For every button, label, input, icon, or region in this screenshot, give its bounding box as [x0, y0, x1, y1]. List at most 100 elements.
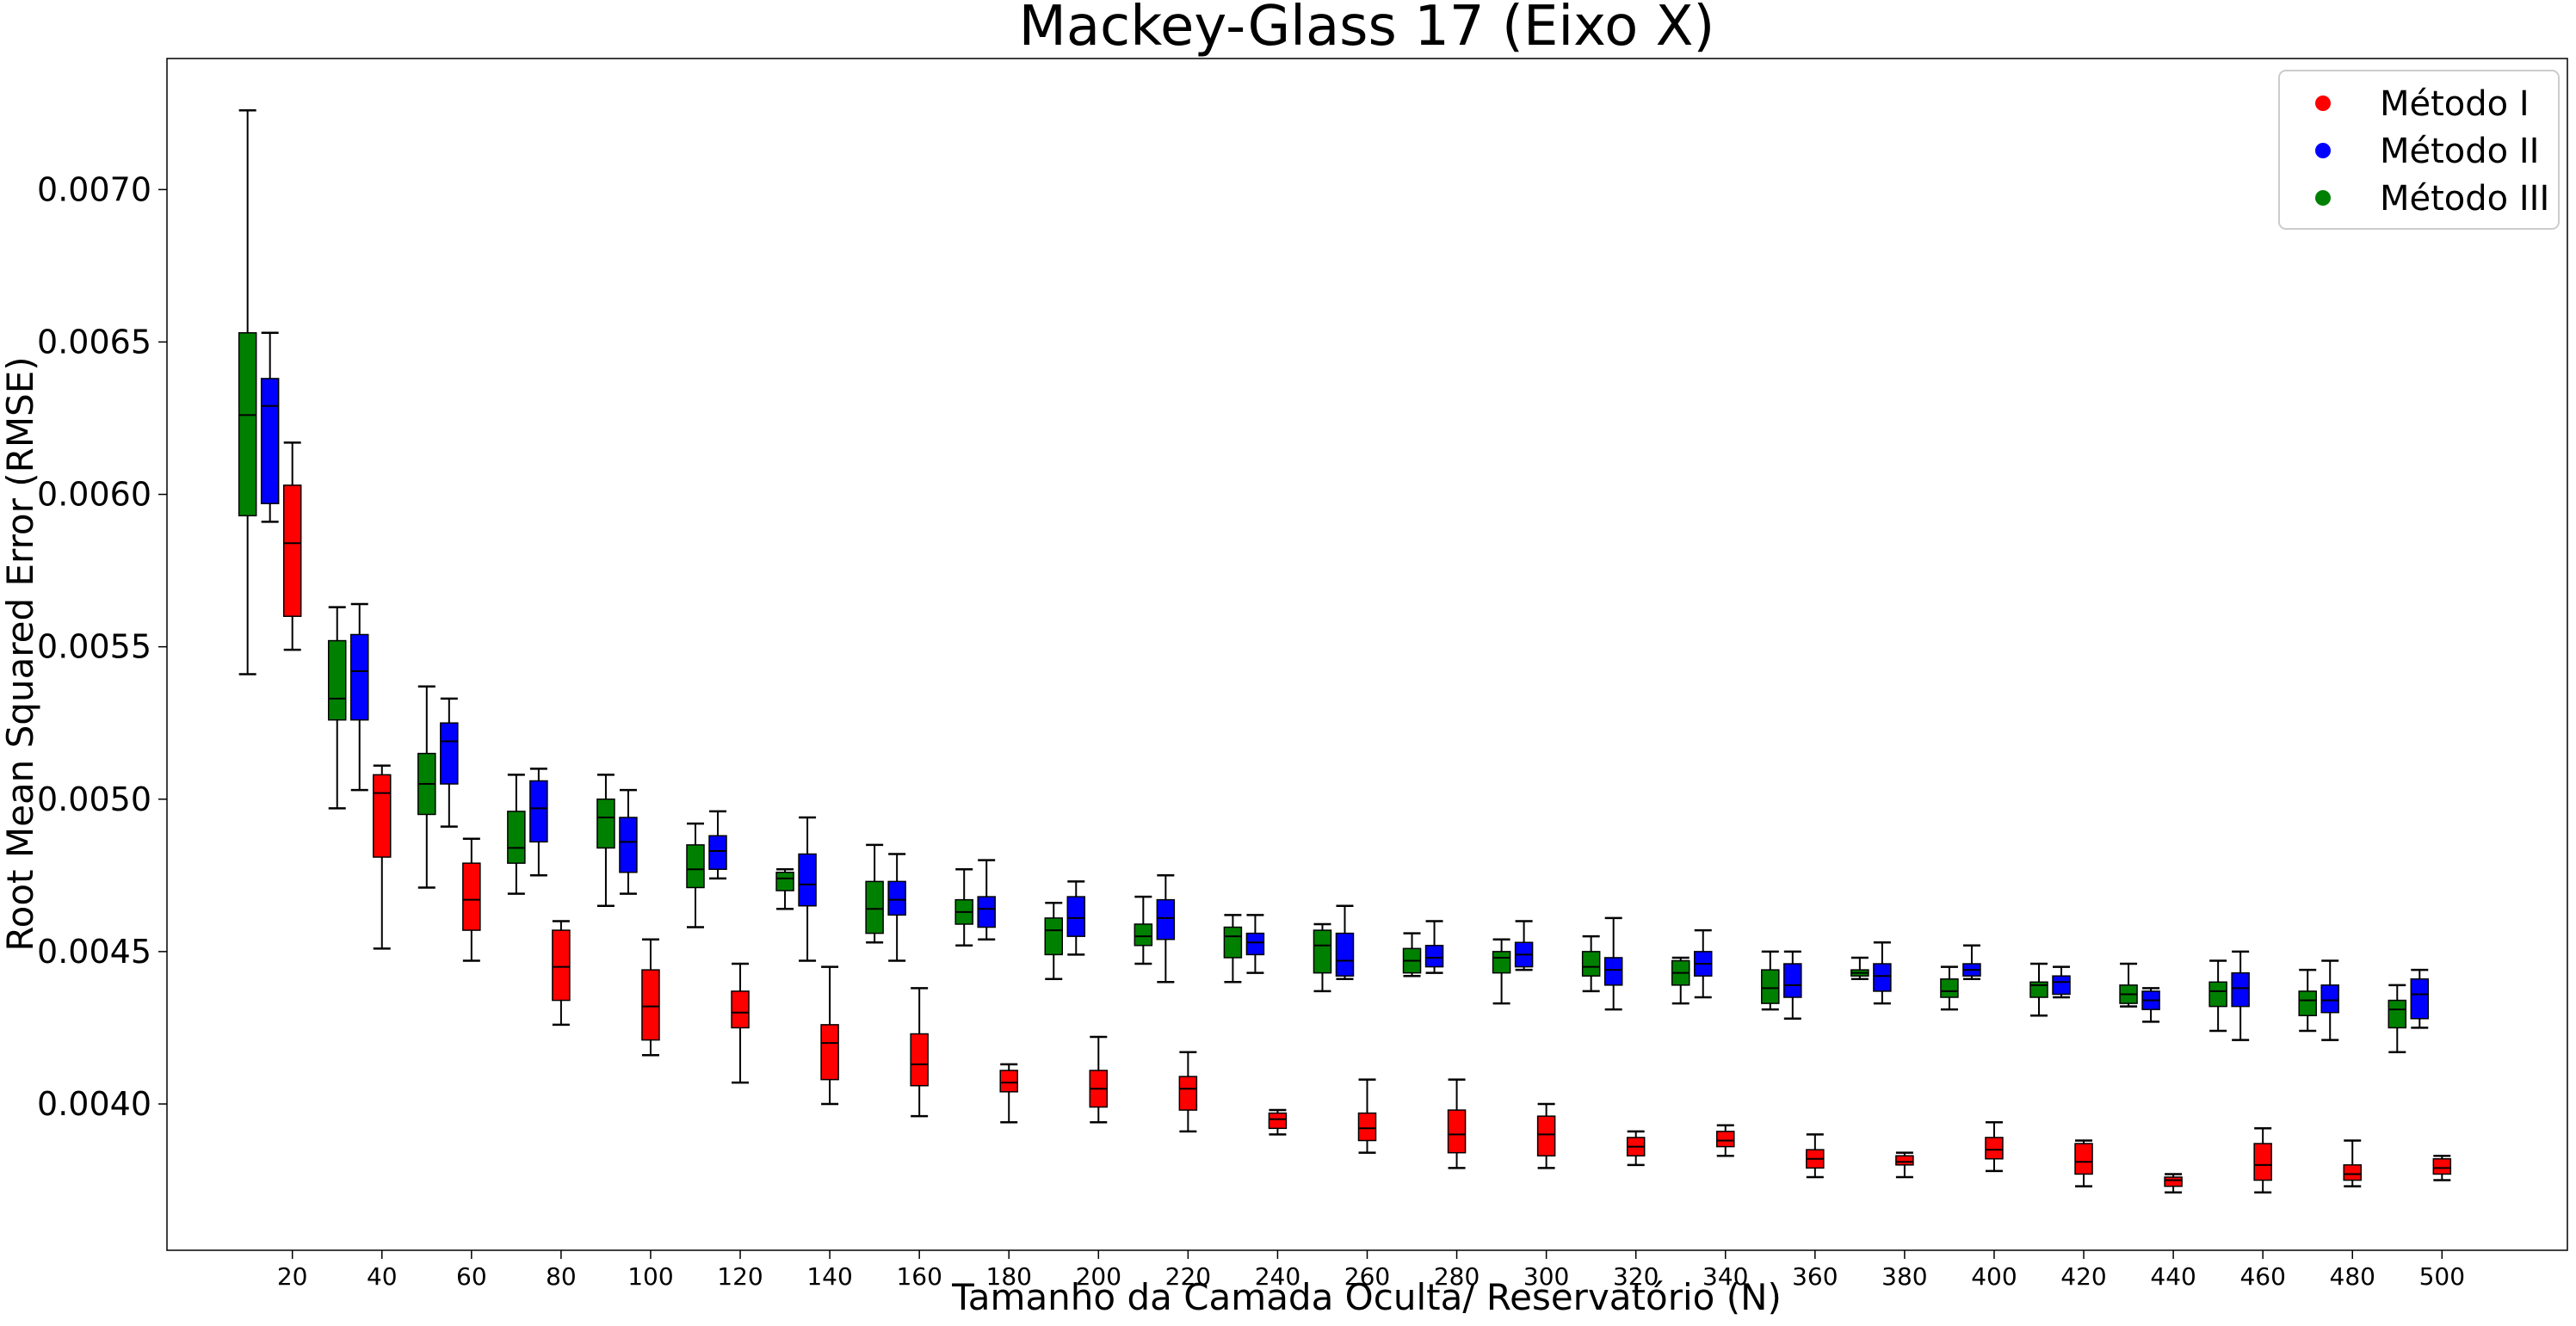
x-axis-label: Tamanho da Camada Oculta/ Reservatório (… [951, 1276, 1782, 1318]
box-body [1044, 917, 1064, 956]
box-método-i-300 [1536, 1102, 1556, 1169]
box-body [1783, 963, 1802, 998]
box-body [373, 774, 392, 858]
box-body [349, 633, 369, 721]
box-método-iii-400 [1940, 965, 1959, 1011]
chart-title: Mackey-Glass 17 (Eixo X) [1019, 0, 1715, 59]
legend-frame [2278, 70, 2560, 230]
box-método-iii-440 [2119, 962, 2138, 1008]
box-body [2074, 1143, 2093, 1175]
box-método-iii-320 [1581, 934, 1601, 993]
box-body [1223, 926, 1243, 959]
box-método-ii-280 [1424, 920, 1444, 974]
box-body [2208, 981, 2227, 1008]
box-body [2388, 999, 2407, 1029]
box-body [641, 969, 660, 1041]
x-tick-label: 60 [456, 1262, 487, 1291]
x-tick-label: 140 [806, 1262, 852, 1291]
box-método-i-160 [910, 987, 929, 1118]
box-método-i-440 [2164, 1173, 2183, 1193]
y-tick-label: 0.0055 [37, 628, 151, 666]
x-tick-label: 160 [896, 1262, 942, 1291]
box-método-i-60 [462, 837, 481, 962]
box-método-i-220 [1178, 1051, 1198, 1133]
x-tick-label: 260 [1344, 1262, 1390, 1291]
box-body [238, 332, 257, 517]
box-método-iii-480 [2298, 968, 2317, 1033]
x-tick-label: 80 [546, 1262, 577, 1291]
box-método-i-140 [820, 965, 839, 1106]
box-body [731, 990, 750, 1029]
x-tick-label: 460 [2239, 1262, 2285, 1291]
box-método-i-360 [1806, 1133, 1825, 1179]
x-tick-label: 320 [1613, 1262, 1659, 1291]
box-body [2410, 978, 2430, 1020]
box-body [1581, 951, 1601, 977]
x-tick-label: 380 [1881, 1262, 1927, 1291]
x-tick-label: 240 [1255, 1262, 1300, 1291]
box-body [1066, 896, 1086, 937]
box-método-ii-40 [349, 602, 369, 792]
box-método-iii-260 [1313, 922, 1332, 993]
box-método-iii-140 [775, 867, 794, 910]
box-método-ii-180 [977, 859, 996, 941]
box-método-iii-60 [417, 685, 436, 889]
box-body [2298, 990, 2317, 1017]
box-método-iii-220 [1134, 895, 1153, 965]
box-body [820, 1024, 839, 1081]
box-método-ii-80 [529, 768, 548, 877]
y-tick-label: 0.0040 [37, 1085, 151, 1123]
x-tick-label: 180 [986, 1262, 1032, 1291]
x-tick-label: 420 [2060, 1262, 2106, 1291]
box-método-iii-280 [1402, 932, 1422, 978]
box-body [999, 1070, 1018, 1093]
box-método-iii-160 [865, 843, 884, 944]
box-método-iii-200 [1044, 901, 1064, 980]
box-body [1134, 923, 1153, 947]
box-método-ii-440 [2141, 987, 2160, 1023]
box-método-ii-320 [1603, 916, 1623, 1011]
box-método-iii-360 [1761, 950, 1780, 1011]
y-tick-label: 0.0060 [37, 476, 151, 514]
box-body [507, 811, 526, 864]
box-body [529, 780, 548, 843]
box-body [1357, 1112, 1377, 1142]
box-body [1424, 945, 1444, 968]
box-body [282, 484, 302, 617]
box-método-iii-180 [954, 867, 973, 947]
box-body [2343, 1164, 2362, 1181]
box-body [2320, 984, 2339, 1014]
x-tick-label: 300 [1523, 1262, 1569, 1291]
box-body [1716, 1131, 1735, 1148]
box-método-ii-220 [1156, 874, 1176, 984]
box-método-ii-60 [440, 697, 459, 828]
box-body [2432, 1157, 2452, 1175]
box-método-ii-120 [708, 810, 727, 880]
box-método-i-260 [1357, 1078, 1377, 1154]
box-body [798, 853, 817, 907]
box-body [260, 378, 280, 504]
box-body [327, 639, 347, 721]
box-body [1492, 951, 1511, 974]
box-método-iii-300 [1492, 938, 1511, 1005]
box-body [2052, 975, 2071, 996]
box-método-i-480 [2343, 1139, 2362, 1187]
legend-label: Método III [2380, 179, 2549, 219]
box-body [887, 880, 906, 916]
box-body [2231, 971, 2250, 1008]
y-tick-label: 0.0045 [37, 933, 151, 971]
box-método-ii-300 [1514, 920, 1534, 971]
box-body [1268, 1112, 1288, 1130]
box-body [596, 799, 615, 849]
box-método-ii-200 [1066, 880, 1086, 956]
box-método-iii-420 [2029, 962, 2048, 1017]
box-método-i-420 [2074, 1139, 2093, 1187]
x-tick-label: 120 [717, 1262, 763, 1291]
box-método-i-80 [552, 920, 571, 1027]
box-body [1178, 1076, 1198, 1111]
box-body [775, 872, 794, 891]
box-body [1895, 1155, 1914, 1166]
box-body [1335, 932, 1355, 977]
y-tick-label: 0.0070 [37, 170, 151, 208]
box-body [977, 896, 996, 928]
